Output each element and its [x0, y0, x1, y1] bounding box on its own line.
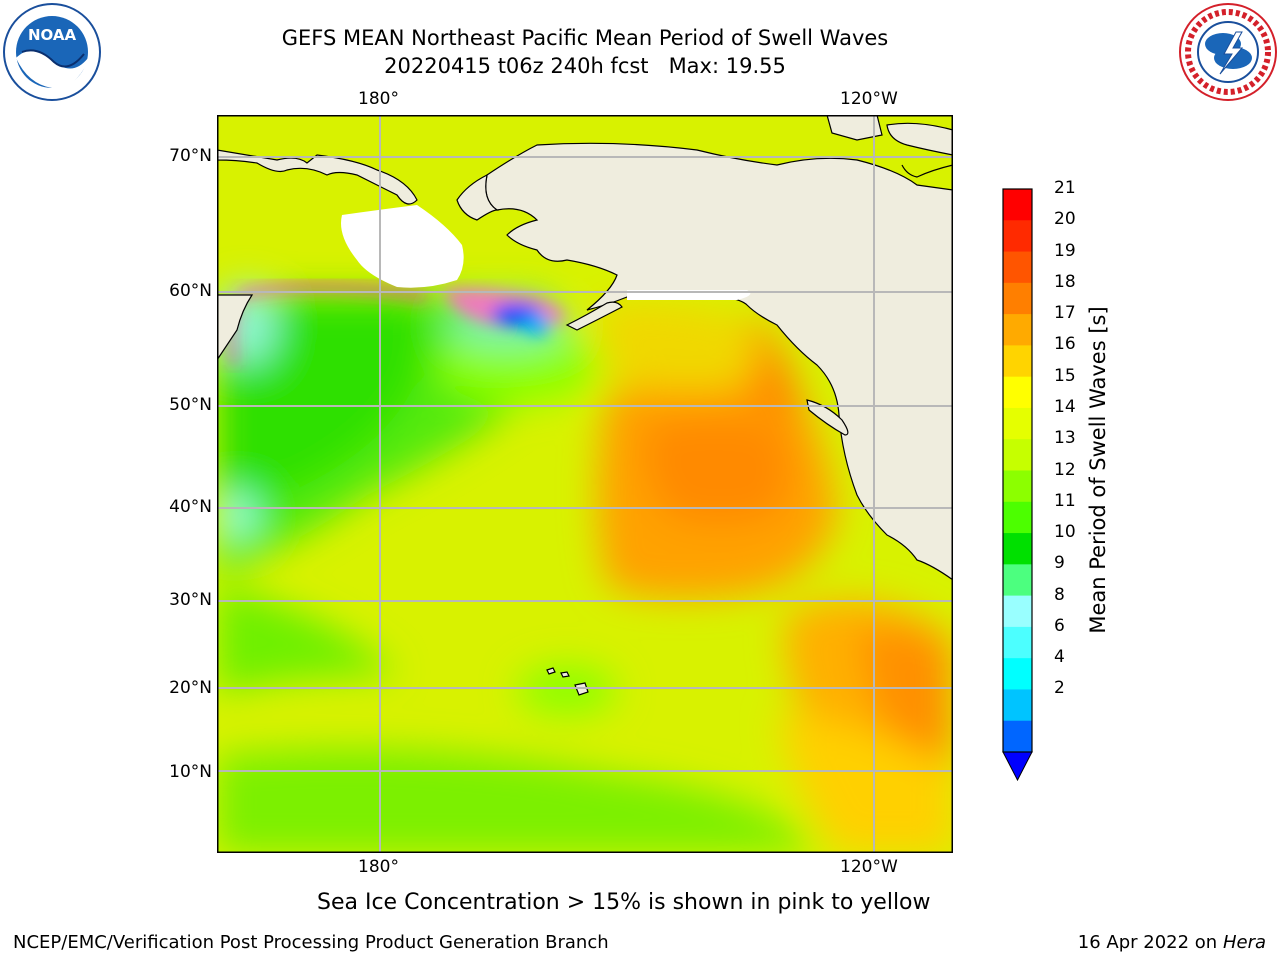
colorbar-cell: [1003, 658, 1032, 690]
colorbar-cell: [1003, 314, 1032, 346]
colorbar-cell: [1003, 345, 1032, 378]
colorbar-tick-label: 15: [1054, 365, 1076, 386]
ice-area: [341, 205, 464, 288]
lon-label-bottom-120w: 120°W: [840, 857, 898, 877]
lon-label-top-120w: 120°W: [840, 89, 898, 109]
footer-date-text: 16 Apr 2022 on: [1077, 932, 1223, 953]
colorbar-tick-label: 20: [1054, 209, 1076, 230]
colorbar-cell: [1003, 720, 1032, 753]
colorbar-tick-label: 4: [1054, 647, 1065, 668]
lon-label-top-180: 180°: [358, 89, 399, 109]
colorbar-tick-label: 10: [1054, 522, 1076, 543]
lat-label-60n: 60°N: [169, 281, 212, 301]
colorbar-cell: [1003, 189, 1032, 221]
map-title: GEFS MEAN Northeast Pacific Mean Period …: [281, 26, 889, 50]
lat-label-10n: 10°N: [169, 762, 212, 782]
colorbar-tick-label: 6: [1054, 615, 1065, 636]
noaa-logo: NOAA: [3, 3, 101, 101]
colorbar-tick-label: 12: [1054, 459, 1076, 480]
noaa-logo-text: NOAA: [28, 26, 77, 44]
colorbar-cell: [1003, 407, 1032, 440]
colorbar-tick-label: 9: [1054, 553, 1065, 574]
colorbar-tick-label: 2: [1054, 678, 1065, 699]
footer-date: 16 Apr 2022 on Hera: [1078, 932, 1266, 953]
colorbar-cell: [1003, 626, 1032, 659]
lat-label-50n: 50°N: [169, 395, 212, 415]
colorbar-tick-label: 17: [1054, 303, 1076, 324]
footer-branch: NCEP/EMC/Verification Post Processing Pr…: [13, 932, 609, 953]
map-subtitle: 20220415 t06z 240h fcst Max: 19.55: [384, 54, 786, 78]
colorbar-tick-label: 19: [1054, 240, 1076, 261]
colorbar-tick-label: 16: [1054, 334, 1076, 355]
colorbar-tick-label: 14: [1054, 396, 1076, 417]
colorbar-cell: [1003, 501, 1032, 534]
colorbar-tick-label: 8: [1054, 584, 1065, 605]
colorbar-tick-label: 18: [1054, 271, 1076, 292]
footer-machine: Hera: [1222, 932, 1266, 953]
lon-label-bottom-180: 180°: [358, 857, 399, 877]
sea-ice-caption: Sea Ice Concentration > 15% is shown in …: [317, 890, 931, 915]
colorbar-cell: [1003, 595, 1032, 628]
lat-label-70n: 70°N: [169, 146, 212, 166]
colorbar-title: Mean Period of Swell Waves [s]: [1086, 306, 1110, 634]
colorbar-cell: [1003, 689, 1032, 722]
colorbar-cell: [1003, 376, 1032, 409]
nws-logo: [1179, 3, 1277, 101]
lat-label-20n: 20°N: [169, 678, 212, 698]
graticule: [217, 115, 953, 853]
swell-period-map: [217, 115, 953, 853]
colorbar-cell: [1003, 282, 1032, 315]
colorbar-cell: [1003, 439, 1032, 471]
land: [217, 115, 953, 696]
colorbar: [1002, 188, 1033, 782]
colorbar-tick-label: 21: [1054, 178, 1076, 198]
colorbar-cell: [1003, 564, 1032, 597]
colorbar-cell: [1003, 220, 1032, 253]
colorbar-tick-label: 13: [1054, 428, 1076, 449]
colorbar-cell: [1003, 251, 1032, 284]
colorbar-cell: [1003, 533, 1032, 565]
lat-label-40n: 40°N: [169, 497, 212, 517]
lat-label-30n: 30°N: [169, 590, 212, 610]
colorbar-cell: [1003, 470, 1032, 503]
colorbar-tick-label: 11: [1054, 490, 1076, 511]
